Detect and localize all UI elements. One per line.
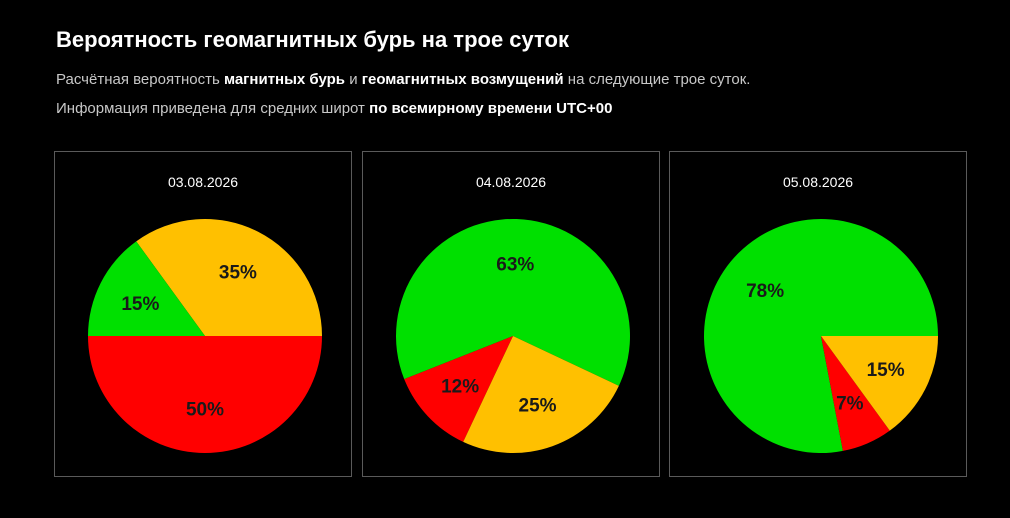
- slice-percent-label: 15%: [121, 294, 159, 315]
- slice-percent-label: 50%: [186, 400, 224, 421]
- page-title: Вероятность геомагнитных бурь на трое су…: [56, 27, 569, 52]
- description-line-2: Информация приведена для средних широт п…: [56, 100, 612, 117]
- panel-date: 03.08.2026: [167, 174, 239, 190]
- pie-slice-green: [396, 218, 631, 386]
- desc-text: и: [345, 71, 362, 88]
- desc-bold-utc-time: по всемирному времени UTC+00: [369, 100, 613, 117]
- pie-slice-red: [821, 336, 890, 451]
- desc-text: Информация приведена для средних широт: [56, 100, 370, 117]
- pie-chart: 63% 12% 25%: [396, 218, 631, 453]
- pie-chart: 78% 7%15%: [704, 219, 938, 454]
- pie-slice-red: [404, 336, 513, 442]
- desc-bold-magnetic-storms: магнитных бурь: [223, 71, 346, 88]
- slice-percent-label: 12%: [441, 377, 479, 398]
- desc-text: Расчётная вероятность: [56, 71, 224, 88]
- slice-percent-label: 35%: [219, 262, 257, 283]
- slice-percent-label: 7%: [836, 394, 864, 415]
- slice-percent-label: 25%: [519, 395, 557, 416]
- forecast-panel-day-2: 04.08.2026 63% 12% 25%: [362, 151, 660, 477]
- panel-date: 04.08.2026: [475, 174, 547, 190]
- pie-slice-yellow: [136, 219, 322, 336]
- slice-percent-label: 78%: [746, 281, 784, 302]
- description-line-1: Расчётная вероятность магнитных бурь и г…: [56, 71, 750, 88]
- panel-date: 05.08.2026: [782, 174, 854, 190]
- pie-chart: 35% 15% 50%: [88, 219, 322, 453]
- pie-slice-green: [88, 241, 205, 336]
- forecast-panel-day-3: 05.08.2026 78% 7% 15%: [669, 151, 967, 477]
- forecast-panel-day-1: 03.08.2026 35% 15% 50%: [54, 151, 352, 477]
- pie-slice-green: [704, 219, 938, 454]
- slice-percent-label: 63%: [496, 255, 534, 276]
- pie-slice-red: [88, 336, 322, 453]
- pie-slice-yellow: [463, 336, 619, 453]
- desc-bold-geomagnetic-disturbances: геомагнитных возмущений: [361, 71, 564, 88]
- desc-text: на следующие трое суток.: [563, 71, 751, 88]
- pie-slice-yellow: [821, 336, 938, 431]
- slice-percent-label: 15%: [867, 360, 905, 381]
